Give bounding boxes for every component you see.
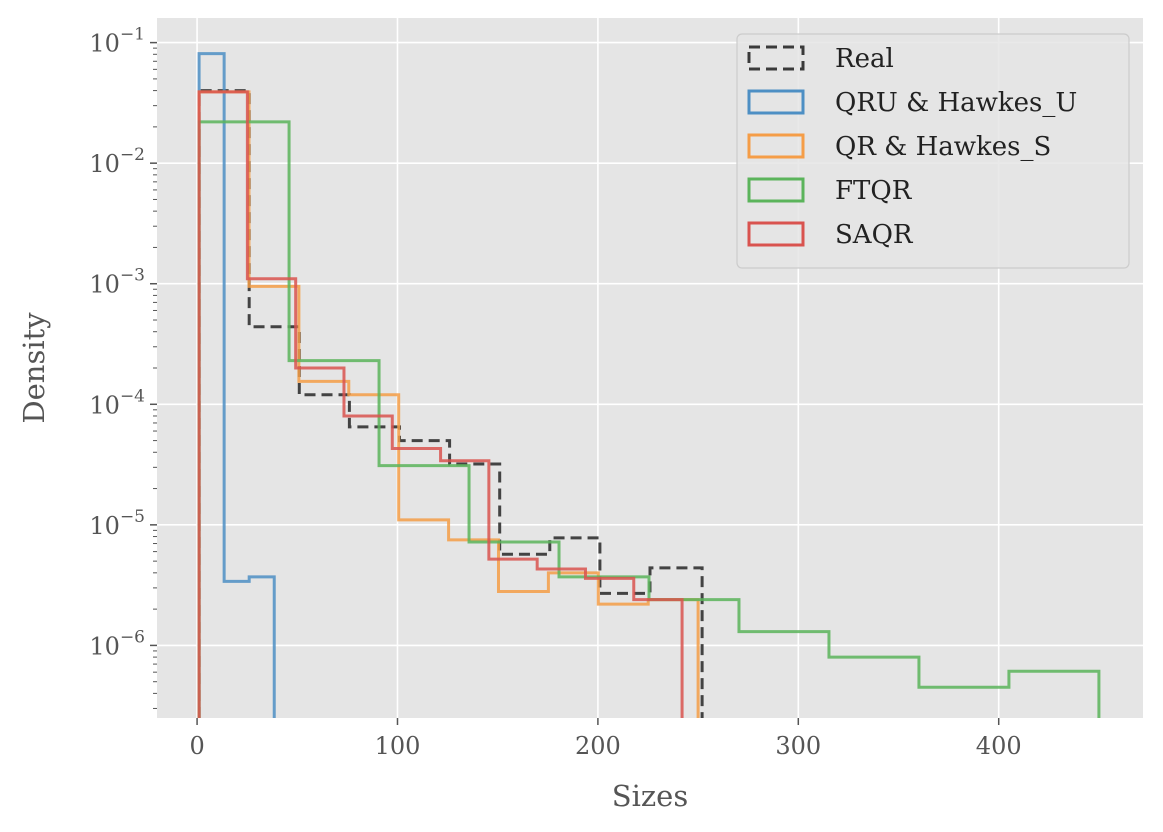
legend-swatch bbox=[747, 177, 805, 203]
legend-label: SAQR bbox=[835, 220, 914, 250]
legend-swatch bbox=[747, 45, 805, 71]
axis-ticks: 0 100 200 300 400 10−6 10−5 10−4 10−3 10−2 10−1 bbox=[89, 25, 1021, 760]
legend-label: QRU & Hawkes_U bbox=[835, 88, 1077, 118]
x-tick-label: 400 bbox=[976, 732, 1022, 760]
y-tick-label: 10−3 bbox=[89, 266, 145, 299]
series-qru-hawkes-u-line bbox=[197, 52, 276, 718]
x-tick-label: 0 bbox=[189, 732, 204, 760]
legend-label: Real bbox=[835, 44, 894, 74]
y-tick-label: 10−4 bbox=[89, 386, 145, 419]
x-axis-label: Sizes bbox=[612, 779, 688, 813]
legend-label: QR & Hawkes_S bbox=[835, 132, 1051, 162]
legend-label: FTQR bbox=[835, 176, 913, 206]
legend-swatch bbox=[747, 133, 805, 159]
x-tick-label: 100 bbox=[375, 732, 421, 760]
series-layer bbox=[197, 52, 1101, 718]
y-tick-label: 10−5 bbox=[89, 507, 145, 540]
legend-swatch bbox=[747, 89, 805, 115]
x-tick-label: 300 bbox=[775, 732, 821, 760]
legend: Real QRU & Hawkes_U QR & Hawkes_S FTQR SAQR bbox=[736, 33, 1130, 269]
legend-swatch bbox=[747, 221, 805, 247]
y-tick-label: 10−2 bbox=[89, 145, 145, 178]
y-tick-label: 10−6 bbox=[89, 627, 145, 660]
y-tick-label: 10−1 bbox=[89, 25, 145, 58]
x-tick-label: 200 bbox=[575, 732, 621, 760]
series-saqr-line bbox=[197, 90, 684, 718]
series-real-line bbox=[197, 89, 704, 718]
legend-box bbox=[736, 33, 1130, 269]
y-axis-label: Density bbox=[17, 312, 51, 424]
series-ftqr-line bbox=[197, 120, 1101, 718]
series-qr-hawkes-s-line bbox=[197, 90, 700, 718]
